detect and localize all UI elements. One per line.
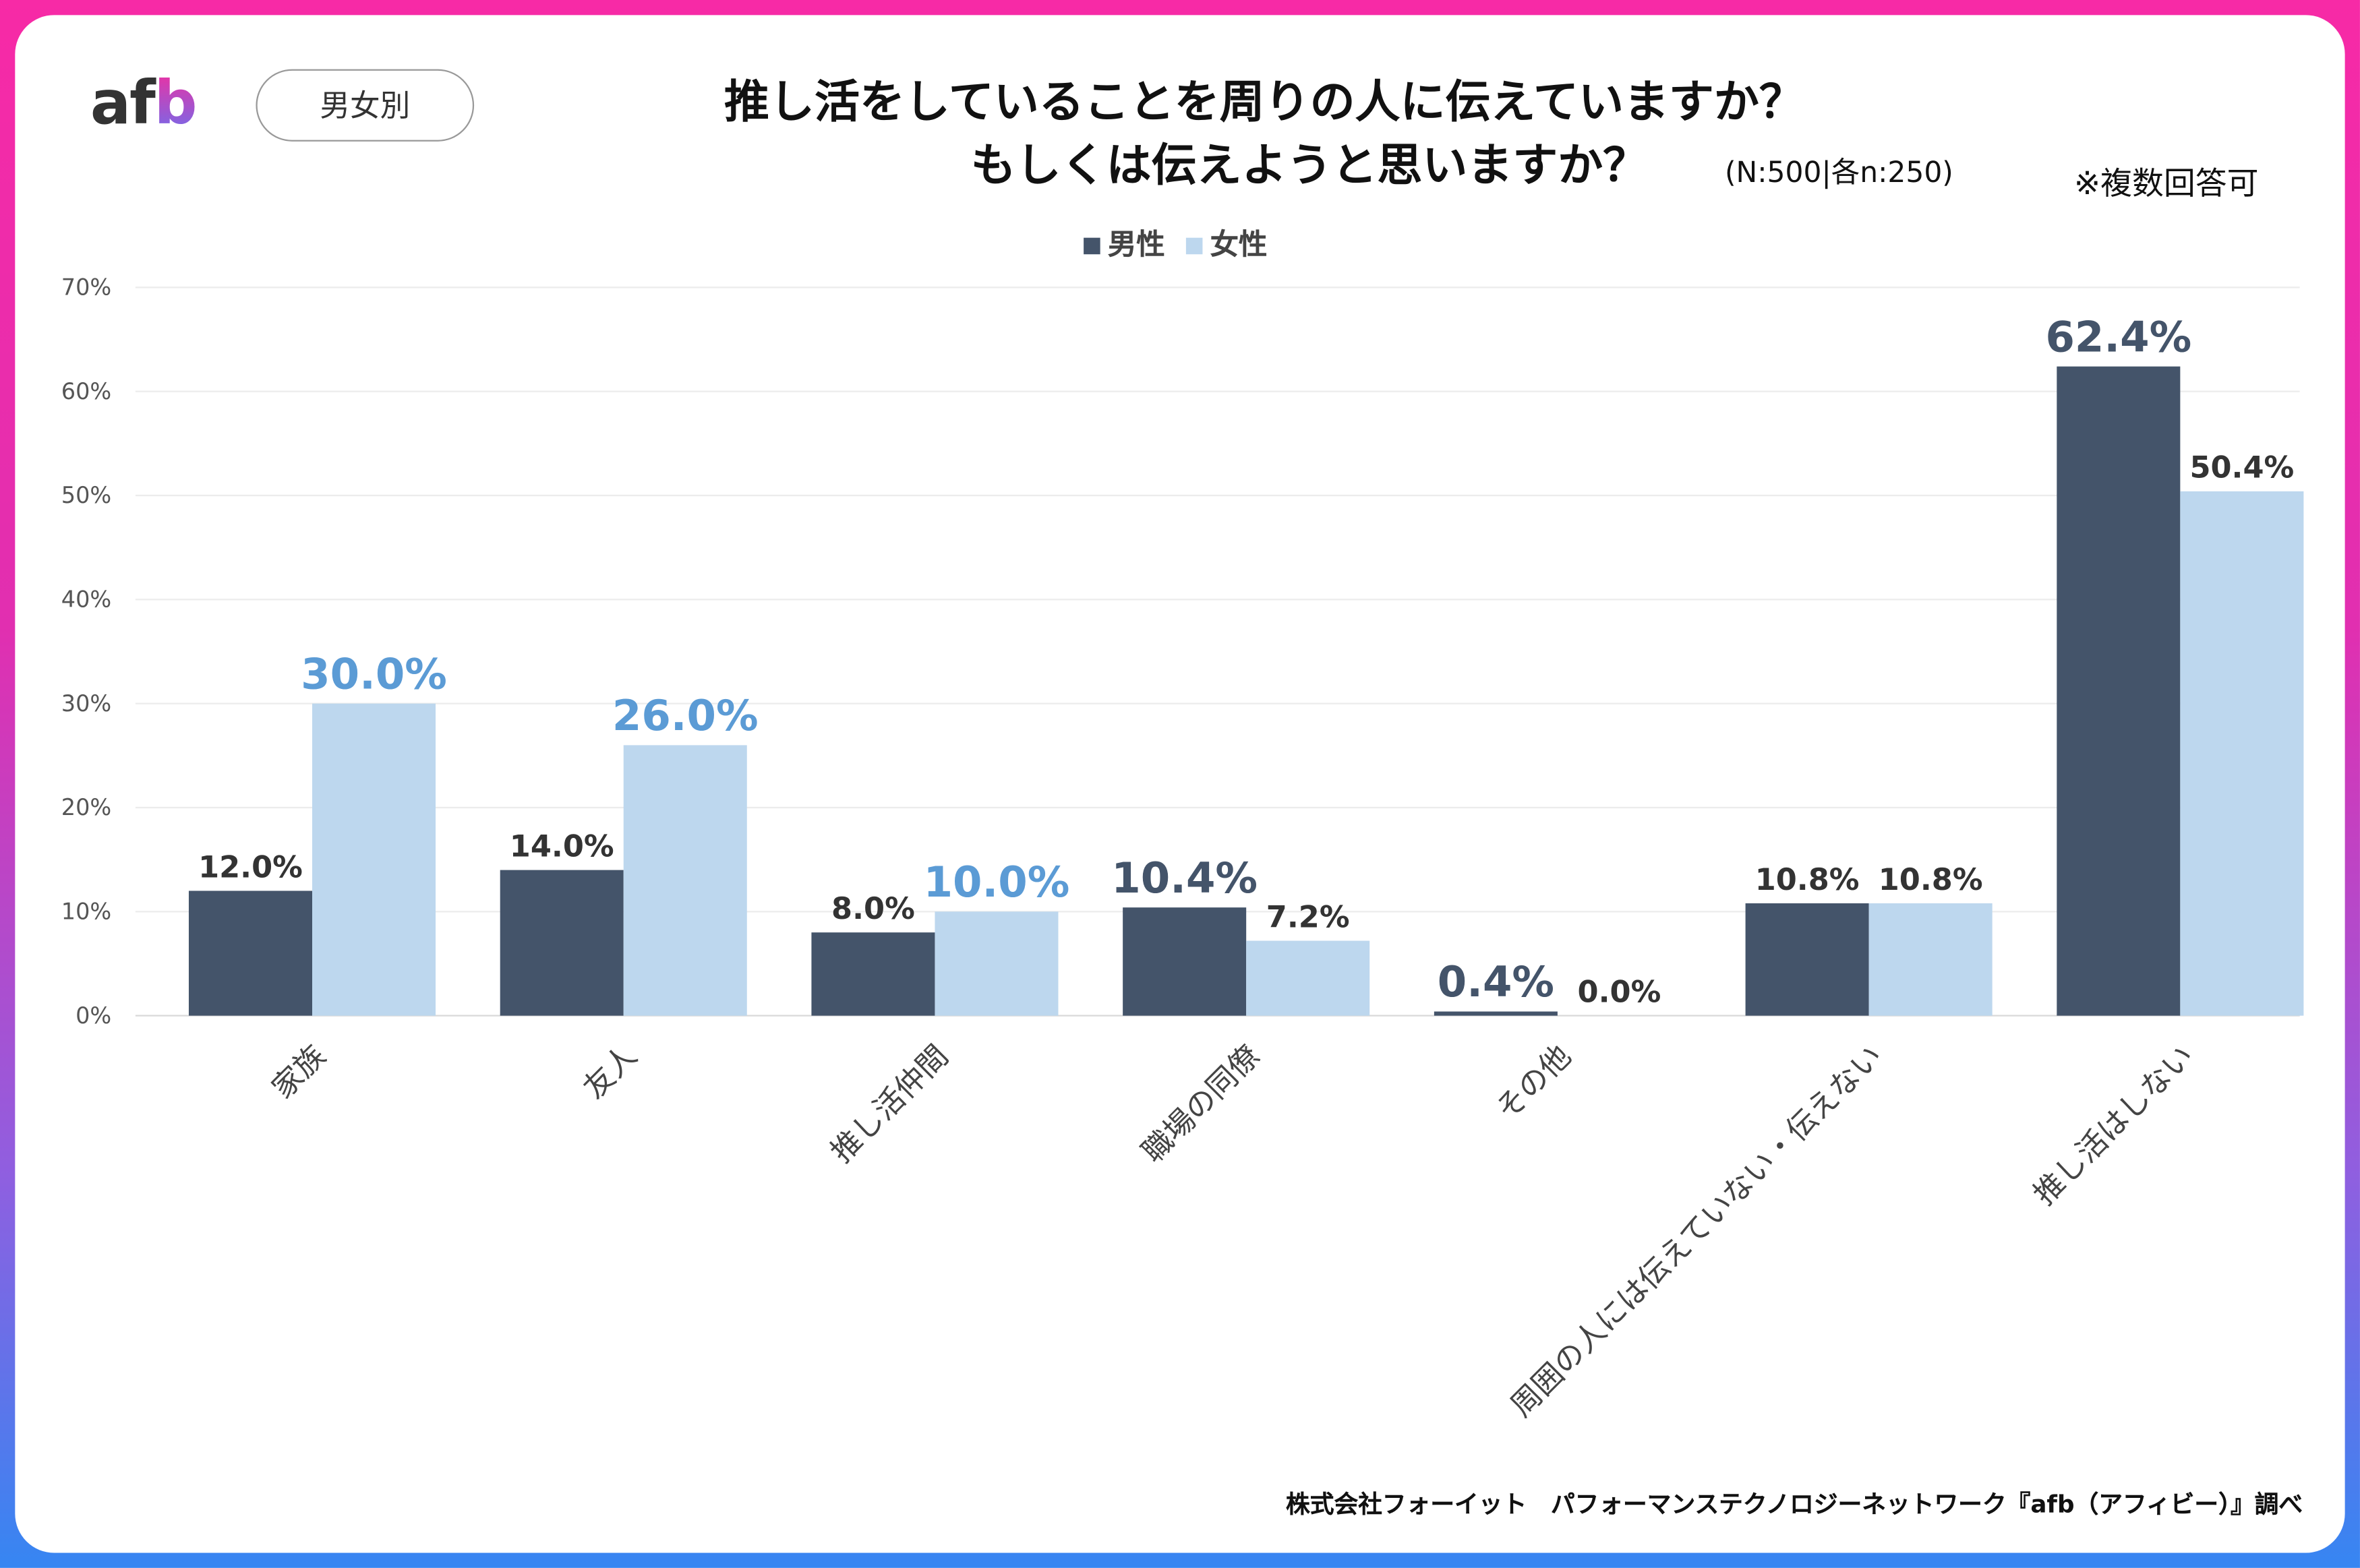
female-bar <box>623 745 747 1016</box>
y-tick-label: 10% <box>61 898 111 924</box>
y-tick-label: 50% <box>61 482 111 508</box>
x-tick-label: 推し活仲間 <box>824 1038 955 1170</box>
legend-female-label: 女性 <box>1210 229 1268 262</box>
title-line-2: もしくは伝えようと思いますか？ <box>970 140 1649 193</box>
male-bar <box>811 932 935 1016</box>
legend-male: 男性 <box>1084 222 1165 263</box>
data-label: 62.4% <box>2045 312 2191 361</box>
x-tick-label: その他 <box>1489 1038 1578 1126</box>
male-bar <box>500 870 624 1016</box>
legend: 男性 女性 <box>1084 222 1267 263</box>
y-tick-label: 70% <box>61 274 111 300</box>
legend-female: 女性 <box>1185 222 1268 263</box>
sample-size-note: (N:500|各n:250) <box>1724 156 1953 190</box>
data-label: 50.4% <box>2189 450 2294 485</box>
gender-badge: 男女別 <box>256 69 475 142</box>
female-bar <box>312 703 436 1016</box>
male-bar <box>188 891 313 1016</box>
title-line-1: 推し活をしていることを周りの人に伝えていますか？ <box>724 76 1804 129</box>
female-bar <box>1868 903 1993 1016</box>
x-tick-label: 友人 <box>577 1038 644 1106</box>
data-label: 30.0% <box>301 649 447 698</box>
data-label: 10.8% <box>1879 862 1983 897</box>
x-tick-label: 家族 <box>265 1038 332 1106</box>
female-bar <box>935 911 1059 1016</box>
afb-logo: afb <box>90 69 198 139</box>
male-bar <box>1434 1011 1558 1016</box>
x-tick-label: 周囲の人には伝えていない・伝えない <box>1504 1038 1889 1424</box>
data-label: 26.0% <box>612 691 759 740</box>
male-bar <box>1123 907 1247 1016</box>
male-bar <box>1745 903 1869 1016</box>
y-tick-label: 0% <box>76 1002 111 1029</box>
y-tick-label: 40% <box>61 586 111 612</box>
data-label: 7.2% <box>1266 899 1350 934</box>
source-credit: 株式会社フォーイット パフォーマンステクノロジーネットワーク『afb（アフィビー… <box>1286 1489 2303 1519</box>
data-label: 12.0% <box>198 849 303 884</box>
male-bar <box>2057 366 2181 1016</box>
legend-male-label: 男性 <box>1107 229 1165 262</box>
y-tick-label: 20% <box>61 794 111 820</box>
multiple-answer-note: ※複数回答可 <box>2073 165 2259 202</box>
chart-title: 推し活をしていることを周りの人に伝えていますか？ もしくは伝えようと思いますか？ <box>572 72 1957 198</box>
x-tick-label: 推し活はしない <box>2027 1038 2201 1212</box>
y-tick-label: 30% <box>61 690 111 717</box>
y-tick-label: 60% <box>61 378 111 404</box>
x-tick-label: 職場の同僚 <box>1135 1038 1267 1170</box>
data-label: 14.0% <box>510 829 614 864</box>
data-label: 10.0% <box>924 857 1070 907</box>
data-label: 8.0% <box>831 891 915 926</box>
data-label: 10.4% <box>1111 853 1258 903</box>
data-label: 0.4% <box>1438 957 1554 1006</box>
data-label: 10.8% <box>1755 862 1860 897</box>
female-bar <box>1246 940 1370 1016</box>
female-bar <box>2180 491 2304 1016</box>
data-label: 0.0% <box>1578 975 1661 1010</box>
